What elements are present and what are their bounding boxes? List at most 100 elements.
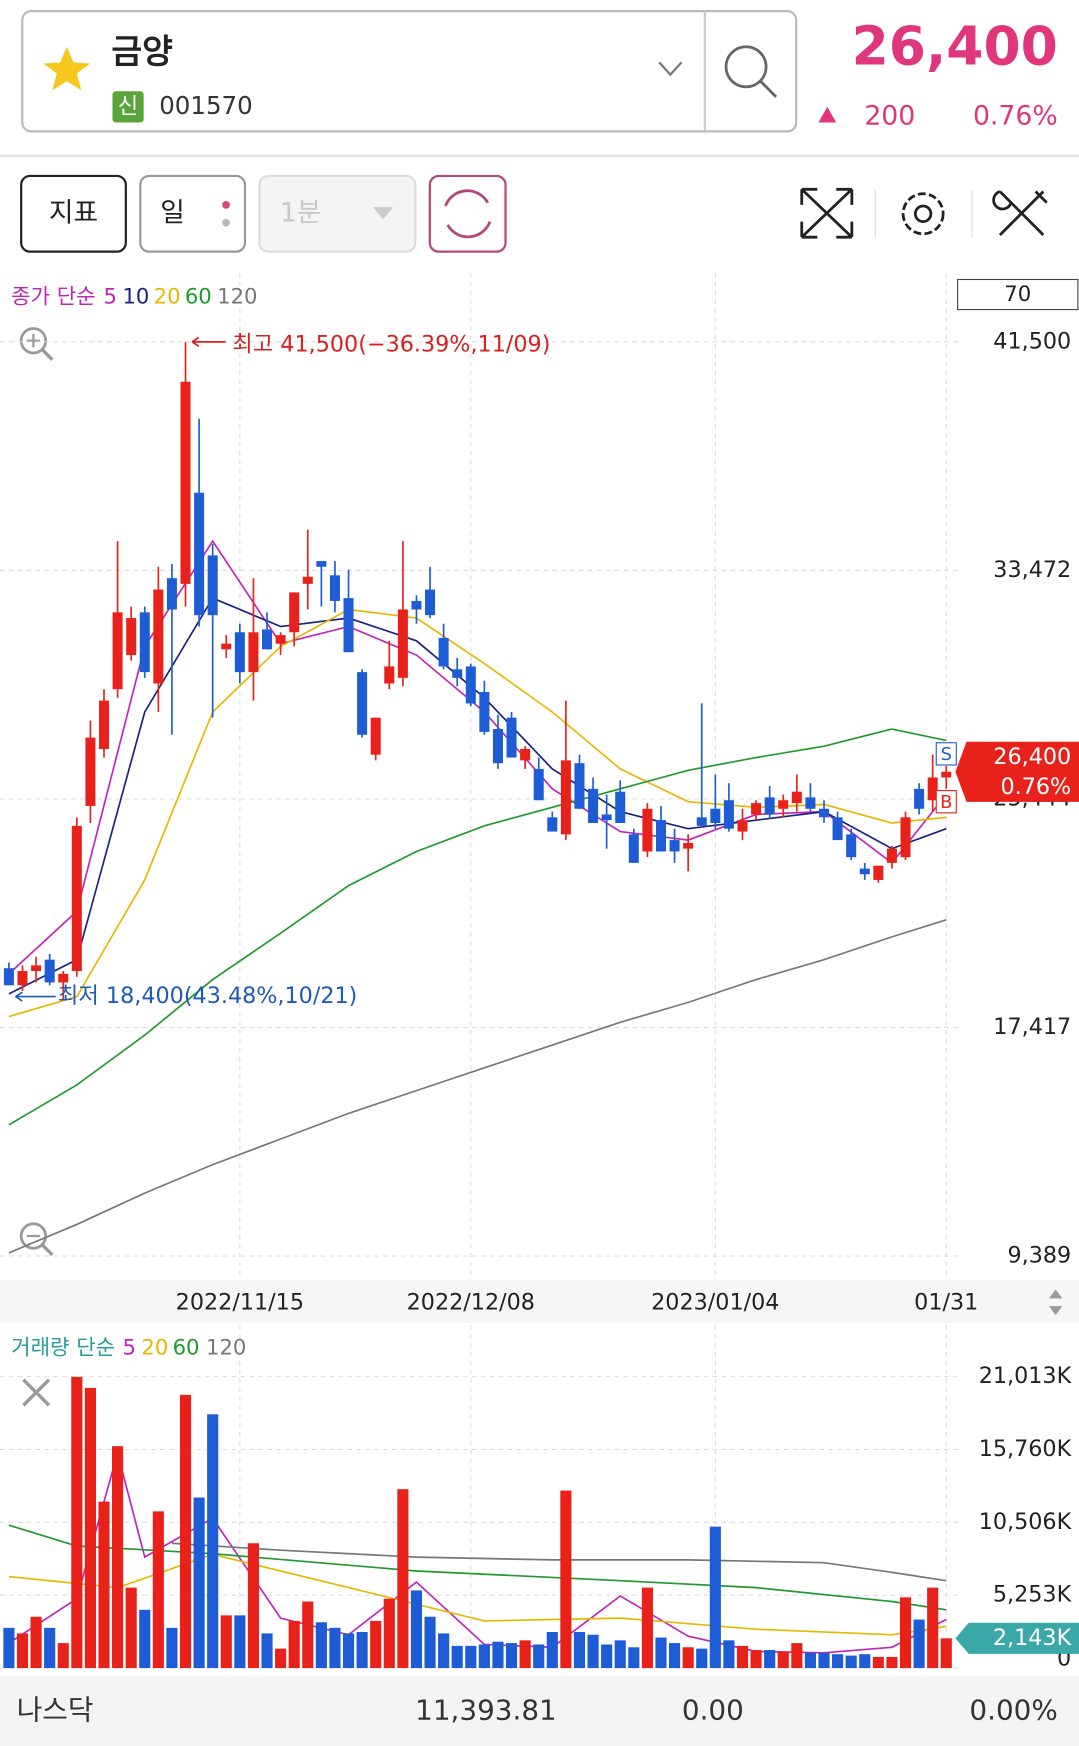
candle-body: [71, 825, 82, 972]
fullscreen-icon[interactable]: [800, 187, 854, 239]
current-price: 26,400: [852, 15, 1058, 78]
interval-button[interactable]: [258, 174, 417, 253]
refresh-button[interactable]: [428, 174, 507, 253]
volume-bar: [560, 1490, 572, 1669]
volume-bar: [764, 1650, 776, 1669]
footer-band: [0, 1675, 1079, 1746]
volume-bar: [669, 1643, 681, 1669]
stock-name: 금양: [111, 32, 173, 71]
volume-bar: [247, 1543, 260, 1669]
volume-bar: [519, 1640, 531, 1669]
volume-bar: [927, 1587, 939, 1669]
volume-bar: [329, 1627, 341, 1669]
candle-body: [479, 692, 490, 732]
candle-body: [452, 669, 463, 678]
volume-bar: [30, 1616, 42, 1669]
candle-body: [778, 800, 789, 809]
date-label: 2022/12/08: [407, 1289, 535, 1315]
current-volume-label: 2,143K: [993, 1625, 1073, 1651]
volume-bar: [275, 1648, 287, 1669]
volume-bar: [601, 1644, 613, 1669]
volume-bar: [234, 1615, 246, 1669]
zoom-in[interactable]: [19, 327, 54, 361]
candle-body: [914, 788, 925, 809]
y-tick-label: 41,500: [993, 328, 1071, 354]
index-change-pct: 0.00%: [969, 1693, 1057, 1726]
zoom-out[interactable]: [19, 1222, 54, 1257]
favorite-star[interactable]: [43, 46, 91, 91]
volume-bar: [57, 1643, 69, 1669]
legend-entry: 5: [104, 283, 117, 308]
volume-bar: [533, 1644, 545, 1669]
period-box[interactable]: [957, 278, 1079, 311]
scroll-up[interactable]: [1048, 1289, 1063, 1299]
volume-bar: [342, 1633, 355, 1669]
candle-body: [316, 561, 327, 567]
tools-icon[interactable]: [992, 190, 1048, 236]
dropdown-arrow[interactable]: [658, 61, 683, 77]
candle-body: [221, 643, 232, 650]
candle-body: [384, 666, 395, 684]
close-volume[interactable]: [22, 1378, 51, 1407]
candle-body: [941, 771, 952, 778]
date-axis-band: [0, 1280, 1079, 1323]
volume-moving-average: [8, 1553, 947, 1636]
volume-bar: [546, 1631, 558, 1669]
candle-body: [859, 868, 870, 875]
stock-code: 001570: [159, 91, 252, 120]
volume-bar: [478, 1644, 490, 1669]
candle-body: [139, 612, 150, 673]
volume-bar: [791, 1643, 803, 1669]
current-pct-label: 0.76%: [1000, 774, 1071, 800]
indicator-button[interactable]: [20, 174, 127, 253]
volume-bar: [125, 1587, 137, 1669]
volume-bar: [573, 1631, 586, 1669]
volume-bar: [152, 1511, 164, 1669]
candle-body: [560, 760, 571, 835]
candle-body: [438, 637, 449, 667]
candle-body: [683, 842, 694, 849]
legend-entry: 20: [141, 1334, 168, 1359]
candle-body: [3, 968, 14, 986]
candle-body: [751, 803, 762, 815]
volume-tick-label: 21,013K: [979, 1363, 1073, 1389]
period-label: 일: [160, 197, 185, 228]
scroll-down[interactable]: [1048, 1306, 1063, 1316]
candle-body: [343, 598, 354, 653]
legend-entry: 60: [185, 283, 212, 308]
candle-body: [846, 834, 857, 858]
stock-selector[interactable]: [21, 10, 798, 133]
candle-body: [669, 840, 680, 852]
candle-body: [248, 632, 259, 673]
volume-moving-average: [171, 1542, 947, 1582]
candle-body: [98, 700, 110, 749]
legend-entry: 120: [206, 1334, 246, 1359]
volume-bar: [288, 1620, 300, 1669]
current-price-label: 26,400: [993, 744, 1071, 770]
candle-body: [791, 791, 802, 804]
candle-body: [737, 820, 748, 832]
candle-body: [655, 820, 666, 852]
dot: [222, 218, 230, 227]
volume-bar: [886, 1656, 898, 1669]
volume-bar: [302, 1601, 314, 1669]
search-icon[interactable]: [724, 45, 768, 89]
period-button[interactable]: [139, 174, 247, 253]
candle-body: [601, 814, 612, 821]
candle-body: [85, 737, 96, 806]
candle-body: [818, 808, 830, 818]
candle-body: [425, 589, 436, 616]
volume-bar: [899, 1597, 912, 1669]
candle-body: [927, 777, 938, 801]
candle-body: [506, 717, 517, 758]
settings-icon[interactable]: [901, 192, 945, 236]
volume-tick-label: 5,253K: [993, 1582, 1073, 1608]
candle-body: [275, 635, 286, 644]
volume-bar: [261, 1633, 273, 1669]
index-change: 0.00: [682, 1693, 744, 1726]
candle-body: [710, 808, 721, 824]
volume-bar: [736, 1645, 749, 1669]
candle-body: [723, 800, 734, 829]
